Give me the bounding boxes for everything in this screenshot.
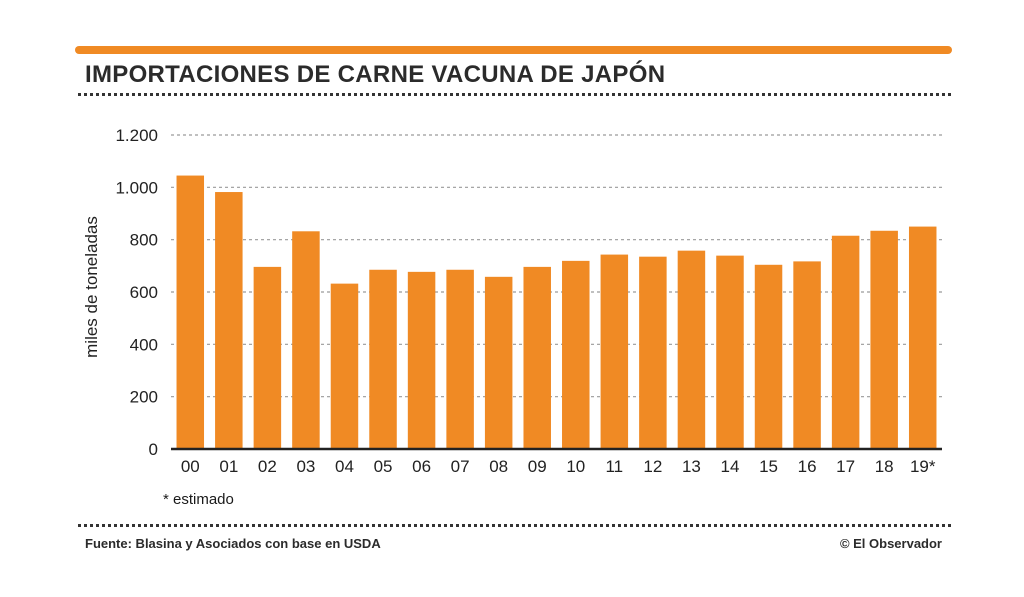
x-tick-label: 09 xyxy=(528,457,547,476)
bar-18 xyxy=(870,230,898,449)
bar-08 xyxy=(484,276,513,449)
bar-05 xyxy=(369,269,397,449)
bar-00 xyxy=(176,175,205,449)
x-tick-label: 06 xyxy=(412,457,431,476)
bar-06 xyxy=(407,271,436,449)
x-tick-label: 08 xyxy=(489,457,508,476)
y-tick-label: 0 xyxy=(149,440,158,459)
x-tick-label: 03 xyxy=(296,457,315,476)
bar-10 xyxy=(562,260,590,449)
bar-03 xyxy=(292,231,320,449)
bar-07 xyxy=(446,269,474,449)
bar-13 xyxy=(677,250,706,449)
source-note: Fuente: Blasina y Asociados con base en … xyxy=(85,536,381,551)
x-tick-label: 01 xyxy=(219,457,238,476)
title-divider xyxy=(78,93,951,96)
y-tick-label: 200 xyxy=(130,388,158,407)
x-tick-label: 05 xyxy=(374,457,393,476)
x-tick-label: 10 xyxy=(566,457,585,476)
y-tick-label: 1.000 xyxy=(115,178,158,197)
y-tick-label: 600 xyxy=(130,283,158,302)
bar-17 xyxy=(831,235,860,449)
y-tick-label: 800 xyxy=(130,231,158,250)
x-tick-label: 19* xyxy=(910,457,936,476)
x-tick-label: 02 xyxy=(258,457,277,476)
x-tick-label: 13 xyxy=(682,457,701,476)
bar-19 xyxy=(908,226,937,449)
x-tick-label: 12 xyxy=(643,457,662,476)
x-tick-label: 17 xyxy=(836,457,855,476)
footnote: * estimado xyxy=(163,491,234,508)
x-tick-label: 18 xyxy=(875,457,894,476)
bar-12 xyxy=(639,256,667,449)
credit-note: © El Observador xyxy=(839,536,942,551)
bar-01 xyxy=(215,192,243,449)
footer-divider xyxy=(78,524,951,527)
bar-09 xyxy=(523,266,551,449)
bar-04 xyxy=(330,283,359,449)
bar-15 xyxy=(754,264,783,449)
x-tick-label: 07 xyxy=(451,457,470,476)
top-accent-bar xyxy=(75,46,952,54)
y-axis-label: miles de toneladas xyxy=(82,216,101,358)
x-tick-label: 11 xyxy=(605,457,623,476)
bar-11 xyxy=(600,254,629,449)
x-tick-label: 04 xyxy=(335,457,354,476)
x-tick-label: 15 xyxy=(759,457,778,476)
bar-02 xyxy=(253,266,282,449)
x-tick-label: 16 xyxy=(798,457,817,476)
y-tick-label: 1.200 xyxy=(115,126,158,145)
x-tick-label: 00 xyxy=(181,457,200,476)
bar-16 xyxy=(793,261,821,449)
x-tick-label: 14 xyxy=(721,457,740,476)
chart-title: IMPORTACIONES DE CARNE VACUNA DE JAPÓN xyxy=(85,61,666,88)
y-tick-label: 400 xyxy=(130,335,158,354)
bar-14 xyxy=(716,255,744,449)
